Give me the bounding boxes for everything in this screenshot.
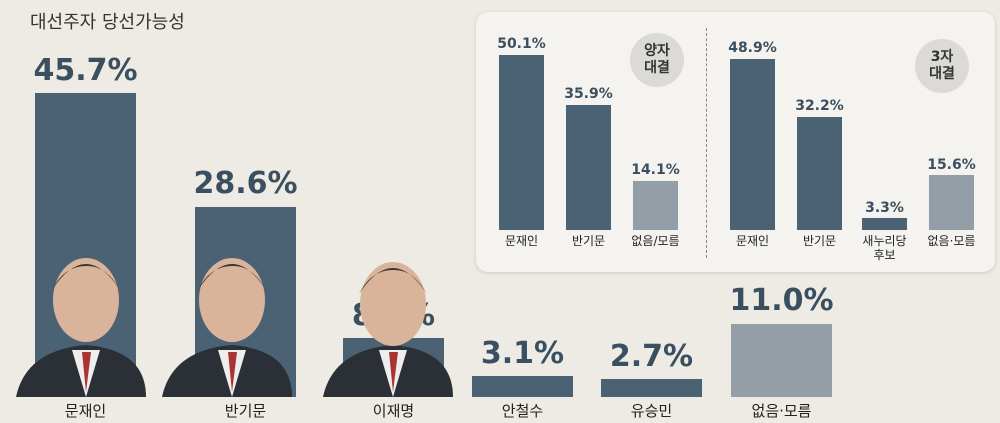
value-label: 3.1% <box>480 335 565 371</box>
x-tick-label: 이재명 <box>372 402 415 420</box>
x-tick-label: 없음·모름 <box>927 234 976 248</box>
bar <box>862 218 907 230</box>
value-label: 2.7% <box>609 338 694 374</box>
x-tick-label: 문재인 <box>504 234 539 248</box>
value-label: 3.3% <box>865 199 904 216</box>
value-label: 32.2% <box>795 98 844 115</box>
x-tick-label: 안철수 <box>501 402 544 420</box>
x-tick-label: 문재인 <box>64 402 107 420</box>
value-label: 15.6% <box>927 156 976 173</box>
bar <box>343 338 444 397</box>
bar <box>195 206 296 397</box>
x-tick-label: 새누리당 후보 <box>862 234 907 263</box>
bar <box>731 323 832 397</box>
bar <box>730 58 775 230</box>
divider <box>706 28 707 258</box>
bar <box>35 93 136 397</box>
x-tick-label: 반기문 <box>571 234 606 248</box>
value-label: 28.6% <box>193 166 298 202</box>
bar <box>499 55 544 230</box>
bar <box>472 376 573 397</box>
bar <box>566 104 611 230</box>
x-tick-label: 없음/모름 <box>631 234 680 248</box>
value-label: 35.9% <box>564 85 613 102</box>
bar <box>929 175 974 230</box>
value-label: 11.0% <box>729 283 834 319</box>
x-tick-label: 유승민 <box>630 402 673 420</box>
value-label: 8.8% <box>351 297 436 333</box>
chart-title: 대선주자 당선가능성 <box>30 12 185 33</box>
x-tick-label: 없음·모름 <box>751 402 812 420</box>
x-tick-label: 반기문 <box>224 402 267 420</box>
value-label: 45.7% <box>33 52 138 88</box>
bar <box>797 117 842 230</box>
inset-title: 3자 대결 <box>915 39 969 93</box>
bar <box>633 180 678 230</box>
x-tick-label: 반기문 <box>802 234 837 248</box>
x-tick-label: 문재인 <box>735 234 770 248</box>
value-label: 14.1% <box>631 161 680 178</box>
inset-title: 양자 대결 <box>630 33 684 87</box>
value-label: 50.1% <box>497 36 546 53</box>
bar <box>601 379 702 397</box>
value-label: 48.9% <box>728 39 777 56</box>
